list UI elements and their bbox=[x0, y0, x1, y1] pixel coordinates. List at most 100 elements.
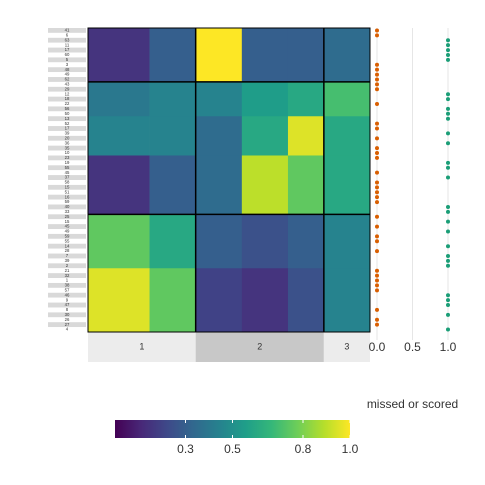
row-label-bg bbox=[48, 67, 86, 73]
row-label: 5 bbox=[66, 57, 69, 62]
heatmap-cell bbox=[323, 155, 371, 215]
point bbox=[375, 136, 379, 141]
point bbox=[446, 141, 450, 146]
row-label: 40 bbox=[65, 204, 70, 209]
row-label: 9 bbox=[66, 297, 69, 302]
row-label-bg bbox=[48, 135, 86, 141]
x-axis-label: missed or scored bbox=[367, 397, 458, 411]
row-label-bg bbox=[48, 140, 86, 146]
colorbar bbox=[115, 420, 350, 438]
row-label-bg bbox=[48, 28, 86, 33]
row-label: 56 bbox=[65, 106, 70, 111]
row-label: 39 bbox=[65, 131, 70, 136]
row-label-bg bbox=[48, 297, 86, 303]
x-tick-label: 1.0 bbox=[440, 340, 457, 354]
row-label: 27 bbox=[65, 322, 70, 327]
point bbox=[446, 303, 450, 308]
point bbox=[375, 234, 379, 239]
row-label: 49 bbox=[65, 229, 70, 234]
point bbox=[375, 72, 379, 77]
row-label-bg bbox=[48, 170, 86, 176]
row-label-bg bbox=[48, 204, 86, 210]
heatmap-cell bbox=[195, 116, 243, 156]
row-label-bg bbox=[48, 106, 86, 112]
point bbox=[446, 229, 450, 234]
point bbox=[446, 97, 450, 102]
heatmap-cell bbox=[287, 28, 325, 83]
point bbox=[446, 258, 450, 263]
row-label: 63 bbox=[65, 37, 70, 42]
point bbox=[375, 87, 379, 92]
colorbar-tick-label: 0.3 bbox=[177, 442, 194, 456]
row-label: 62 bbox=[65, 77, 70, 82]
heatmap-cell bbox=[88, 81, 150, 117]
row-label-bg bbox=[48, 253, 86, 259]
point bbox=[375, 200, 379, 205]
point bbox=[446, 52, 450, 57]
heatmap-cell bbox=[323, 81, 371, 117]
point bbox=[375, 224, 379, 229]
row-label-bg bbox=[48, 91, 86, 97]
row-label-bg bbox=[48, 263, 86, 269]
heatmap-cell bbox=[241, 214, 289, 269]
row-label-bg bbox=[48, 57, 86, 63]
row-label: 51 bbox=[65, 189, 70, 194]
row-label-bg bbox=[48, 180, 86, 185]
heatmap-cell bbox=[287, 268, 325, 333]
point bbox=[446, 293, 450, 298]
row-label-bg bbox=[48, 175, 86, 180]
row-label: 7 bbox=[66, 253, 69, 258]
row-label-bg bbox=[48, 214, 86, 220]
row-label: 30 bbox=[65, 312, 70, 317]
row-label: 8 bbox=[66, 307, 69, 312]
row-label: 38 bbox=[65, 283, 70, 288]
row-label-bg bbox=[48, 209, 86, 215]
col-cluster-label: 1 bbox=[139, 341, 144, 351]
point bbox=[446, 204, 450, 209]
heatmap-cell bbox=[241, 28, 289, 83]
colorbar-tick-label: 0.8 bbox=[295, 442, 312, 456]
row-label: 52 bbox=[65, 121, 70, 126]
point bbox=[375, 170, 379, 175]
point bbox=[375, 62, 379, 67]
heatmap-cell bbox=[88, 28, 150, 83]
row-label: 47 bbox=[65, 302, 70, 307]
row-label-bg bbox=[48, 322, 86, 328]
point bbox=[375, 214, 379, 219]
row-label: 23 bbox=[65, 155, 70, 160]
heatmap-cell bbox=[195, 28, 243, 83]
row-label: 57 bbox=[65, 287, 70, 292]
row-label-bg bbox=[48, 273, 86, 279]
row-label-bg bbox=[48, 160, 86, 166]
row-label-bg bbox=[48, 219, 86, 225]
row-label-bg bbox=[48, 47, 86, 53]
point bbox=[375, 151, 379, 156]
row-label-bg bbox=[48, 37, 86, 43]
point bbox=[375, 82, 379, 87]
row-label: 60 bbox=[65, 52, 70, 57]
point bbox=[375, 195, 379, 200]
row-label-bg bbox=[48, 101, 86, 107]
row-label: 15 bbox=[65, 219, 70, 224]
heatmap-cell bbox=[323, 214, 371, 269]
point bbox=[375, 126, 379, 131]
row-label-bg bbox=[48, 111, 86, 117]
point bbox=[375, 268, 379, 273]
point bbox=[375, 77, 379, 82]
point bbox=[446, 175, 450, 180]
point bbox=[375, 278, 379, 283]
row-label: 10 bbox=[65, 150, 70, 155]
heatmap-cell bbox=[287, 81, 325, 117]
row-label-bg bbox=[48, 145, 86, 151]
heatmap-cell bbox=[241, 155, 289, 215]
row-label-bg bbox=[48, 81, 86, 87]
heatmap-cell bbox=[287, 214, 325, 269]
row-label-bg bbox=[48, 130, 86, 136]
row-label: 41 bbox=[65, 28, 70, 33]
row-label-bg bbox=[48, 189, 86, 195]
heatmap-cell bbox=[149, 155, 196, 215]
row-label: 37 bbox=[65, 175, 70, 180]
row-label-bg bbox=[48, 32, 86, 38]
row-label-bg bbox=[48, 77, 86, 82]
